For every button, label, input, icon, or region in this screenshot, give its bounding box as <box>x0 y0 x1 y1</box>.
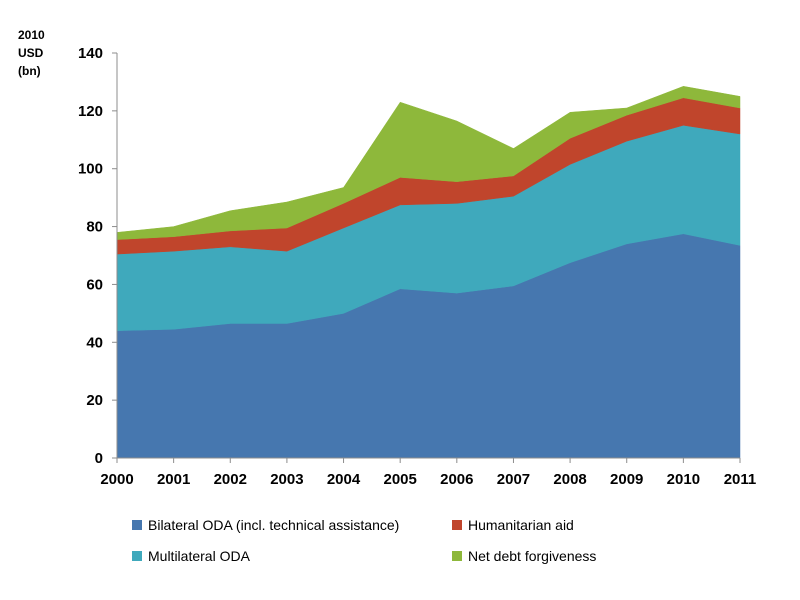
x-tick-label: 2002 <box>214 471 247 488</box>
y-tick-label: 60 <box>86 276 103 293</box>
y-tick-label: 140 <box>78 45 103 62</box>
x-tick-label: 2010 <box>667 471 700 488</box>
area-series-group <box>116 86 741 459</box>
x-tick-label: 2003 <box>270 471 303 488</box>
legend-item-bilateral-oda: Bilateral ODA (incl. technical assistanc… <box>132 517 399 533</box>
y-tick-label: 20 <box>86 392 103 409</box>
legend-swatch <box>132 551 142 561</box>
y-tick-label: 120 <box>78 103 103 120</box>
x-tick-label: 2000 <box>100 471 133 488</box>
x-tick-label: 2001 <box>157 471 190 488</box>
legend-item-net-debt-forgiveness: Net debt forgiveness <box>452 548 596 564</box>
x-tick-label: 2008 <box>553 471 586 488</box>
axes-group: 0 20 40 60 80 100 120 140 2000 2001 2002 2003 2004 20… <box>78 45 756 488</box>
legend-label: Humanitarian aid <box>468 517 574 533</box>
x-tick-label: 2004 <box>327 471 361 488</box>
legend-swatch <box>452 551 462 561</box>
y-unit-label: 2010 USD (bn) <box>18 28 45 78</box>
legend-label: Multilateral ODA <box>148 548 250 564</box>
y-tick-label: 100 <box>78 161 103 178</box>
legend-item-humanitarian-aid: Humanitarian aid <box>452 517 574 533</box>
legend-swatch <box>452 520 462 530</box>
area-series-net-debt-forgiveness <box>116 86 741 240</box>
x-tick-label: 2007 <box>497 471 530 488</box>
legend-label: Net debt forgiveness <box>468 548 597 564</box>
legend-item-multilateral-oda: Multilateral ODA <box>132 548 250 564</box>
x-tick-label: 2006 <box>440 471 473 488</box>
x-tick-label: 2011 <box>724 471 757 488</box>
y-tick-label: 40 <box>86 334 103 351</box>
x-tick-label: 2009 <box>610 471 643 488</box>
x-tick-label: 2005 <box>383 471 416 488</box>
y-tick-label: 80 <box>86 219 103 236</box>
legend-label: Bilateral ODA (incl. technical assistanc… <box>148 517 400 533</box>
y-tick-label: 0 <box>95 450 103 467</box>
legend-swatch <box>132 520 142 530</box>
